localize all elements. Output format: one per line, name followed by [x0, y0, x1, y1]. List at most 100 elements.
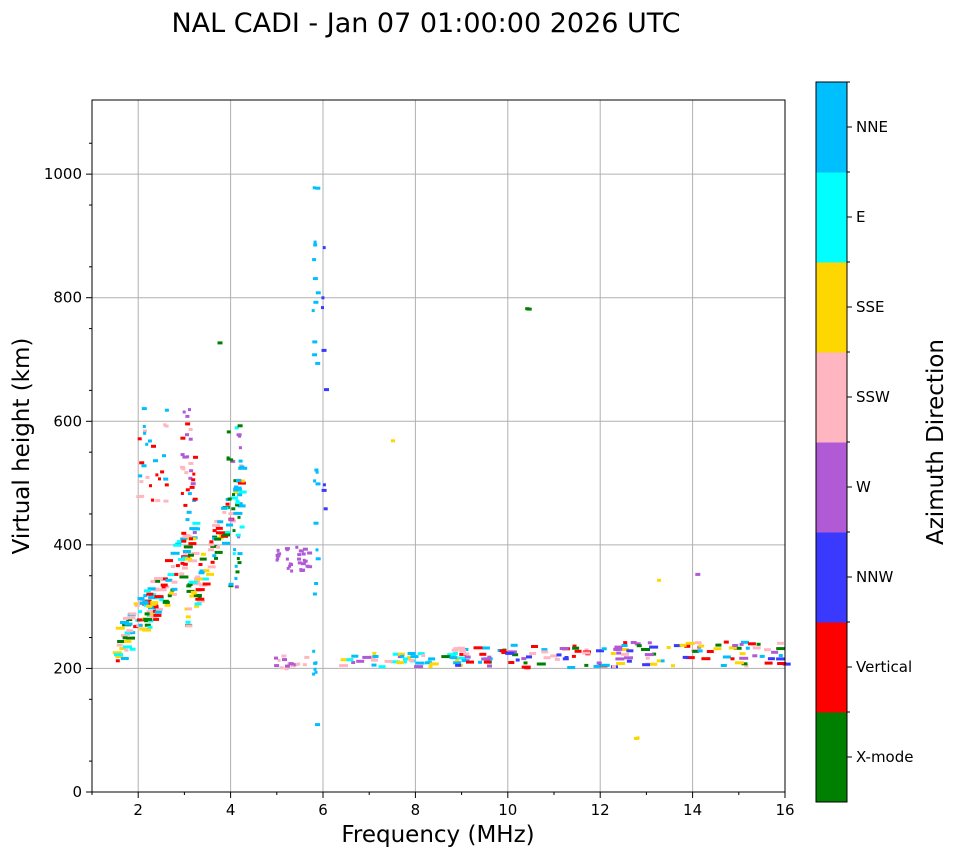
echo-point [116, 643, 123, 647]
echo-point [237, 561, 242, 565]
echo-point [624, 656, 633, 660]
echo-point [186, 510, 192, 514]
echo-point [616, 662, 625, 665]
colorbar: X-mode Vertical NNW W SSW SSE E NNE [815, 81, 913, 803]
echo-point [143, 431, 147, 435]
echo-point [153, 617, 160, 621]
echo-point [233, 490, 239, 494]
echo-point [745, 646, 750, 650]
echo-point [695, 572, 701, 576]
echo-point [191, 552, 200, 555]
echo-point [324, 388, 329, 392]
colorbar-segment-w [816, 442, 847, 533]
echo-point [315, 470, 319, 474]
colorbar-segment-nnw [816, 532, 847, 623]
x-tick-label: 12 [591, 801, 610, 819]
echo-point [452, 651, 458, 655]
echo-point [238, 490, 247, 494]
echo-point [429, 662, 439, 666]
echo-point [138, 610, 143, 614]
echo-point [778, 654, 783, 657]
echo-point [126, 618, 133, 621]
echo-point [142, 429, 147, 433]
echo-point [285, 664, 290, 668]
echo-point [644, 653, 654, 657]
echo-point [621, 652, 629, 656]
echo-point [182, 550, 191, 553]
echo-point [741, 662, 748, 666]
echo-point [572, 644, 577, 648]
echo-point [217, 341, 223, 345]
echo-point [195, 597, 205, 601]
echo-point [312, 672, 316, 676]
echo-point [279, 666, 284, 670]
echo-point [216, 545, 220, 549]
echo-point [237, 493, 243, 497]
echo-point [304, 655, 310, 659]
echo-point [764, 661, 773, 665]
echo-point [201, 577, 209, 581]
echo-point [679, 643, 687, 647]
echo-point [776, 647, 786, 651]
echo-point [155, 607, 163, 611]
echo-point [194, 604, 200, 608]
echo-point [146, 592, 154, 596]
echo-point [616, 651, 622, 655]
echo-point [459, 652, 467, 656]
echo-point [277, 658, 281, 662]
echo-point [236, 557, 240, 560]
echo-point [119, 647, 127, 650]
echo-point [645, 656, 650, 660]
echo-point [195, 577, 203, 581]
y-tick-label: 600 [53, 412, 82, 430]
echo-point [162, 454, 166, 458]
echo-point [225, 502, 230, 506]
echo-point [351, 661, 356, 664]
echo-point [234, 426, 239, 430]
echo-point [512, 653, 519, 657]
echo-point [307, 551, 313, 555]
echo-point [739, 642, 744, 646]
echo-point [508, 661, 515, 664]
echo-point [134, 604, 140, 608]
x-tick-label: 14 [683, 801, 702, 819]
echo-point [756, 642, 761, 646]
echo-point [187, 583, 193, 586]
x-tick-label: 16 [775, 801, 794, 819]
echo-point [297, 561, 302, 565]
echo-point [407, 655, 412, 659]
echo-point [188, 461, 194, 465]
echo-point [315, 186, 321, 190]
echo-point [305, 564, 310, 568]
echo-point [190, 590, 197, 594]
echo-point [510, 643, 518, 647]
echo-point [170, 551, 180, 555]
colorbar-tick-label: SSE [856, 298, 885, 316]
echo-point [612, 665, 616, 669]
echo-point [114, 653, 123, 657]
echo-point [234, 577, 238, 580]
echo-point [171, 587, 178, 591]
echo-point [550, 654, 558, 658]
echo-point [299, 569, 305, 572]
echo-point [237, 515, 241, 519]
echo-point [182, 562, 188, 566]
echo-point [281, 654, 287, 658]
echo-point [400, 654, 405, 658]
echo-point [139, 494, 145, 498]
echo-point [226, 523, 233, 527]
echo-point [222, 510, 227, 514]
echo-point [155, 499, 161, 503]
echo-point [414, 665, 424, 669]
echo-point [185, 488, 190, 492]
echo-point [237, 535, 241, 539]
echo-point [160, 470, 165, 474]
echo-point [776, 641, 784, 645]
echo-point [185, 414, 190, 418]
echo-point [151, 444, 156, 448]
echo-point [739, 652, 746, 656]
echo-point [747, 642, 756, 646]
echo-point [161, 585, 166, 589]
echo-point [164, 483, 169, 487]
